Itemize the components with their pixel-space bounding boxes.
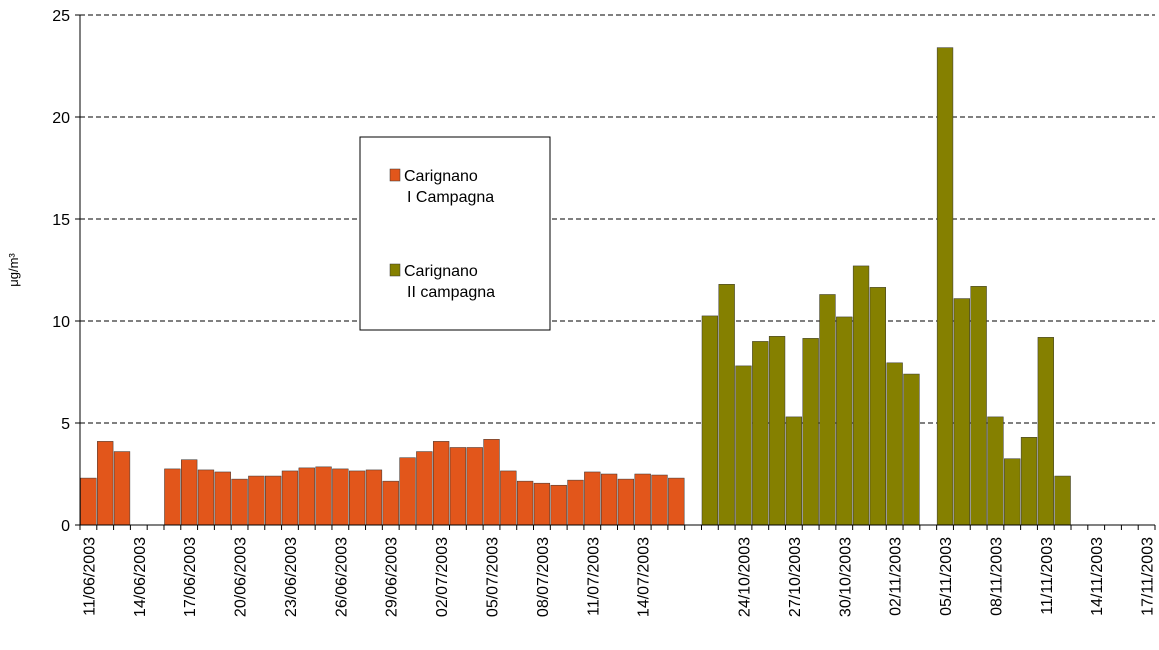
bar [869, 287, 886, 526]
x-tick-label: 29/06/2003 [384, 537, 401, 617]
x-tick-label: 05/07/2003 [485, 537, 502, 617]
bar [113, 451, 131, 526]
bar [365, 469, 383, 526]
bar [1020, 437, 1038, 526]
bar [181, 459, 198, 526]
y-axis-label: μg/m³ [6, 253, 21, 287]
bar [953, 298, 970, 526]
bar [852, 265, 870, 526]
y-tick-label: 25 [52, 8, 70, 25]
bar [399, 457, 416, 526]
bar [231, 478, 248, 526]
bar [80, 477, 97, 526]
bar [752, 341, 769, 526]
bar [617, 478, 635, 526]
legend-label: Carignano I Campagna [404, 168, 494, 206]
x-tick-label: 14/11/2003 [1089, 537, 1106, 616]
x-tick-label: 11/06/2003 [81, 537, 98, 616]
bar [197, 469, 215, 526]
bar [533, 482, 551, 526]
bar [987, 416, 1004, 526]
bar [382, 480, 399, 526]
x-tick-label: 11/11/2003 [1039, 537, 1056, 615]
bar [903, 373, 920, 526]
legend-swatch [389, 168, 401, 182]
bar [449, 447, 467, 526]
x-tick-label: 27/10/2003 [787, 537, 804, 617]
bar [550, 484, 567, 526]
x-tick-label: 24/10/2003 [736, 537, 753, 617]
bar [600, 473, 618, 526]
bar [164, 468, 181, 526]
bar [1037, 337, 1054, 526]
bar [936, 47, 954, 526]
bar [701, 315, 719, 526]
x-tick-label: 02/11/2003 [888, 537, 905, 616]
x-tick-label: 26/06/2003 [333, 537, 350, 617]
bar [516, 480, 534, 526]
bar [735, 365, 752, 526]
bar [1004, 458, 1021, 526]
bar [214, 471, 231, 526]
bar [332, 468, 349, 526]
x-tick-label: 14/07/2003 [636, 537, 653, 617]
x-tick-label: 02/07/2003 [434, 537, 451, 617]
legend-label: Carignano II campagna [404, 263, 495, 301]
bar [836, 316, 853, 526]
y-tick-label: 15 [52, 212, 70, 229]
bar [298, 467, 315, 526]
y-tick-label: 10 [52, 314, 70, 331]
bar [349, 470, 366, 526]
bar [668, 477, 685, 526]
x-tick-label: 05/11/2003 [938, 537, 955, 616]
legend-box [359, 136, 551, 331]
x-tick-label: 14/06/2003 [132, 537, 149, 617]
bar [584, 471, 601, 526]
bar [500, 470, 517, 526]
bar [248, 475, 265, 526]
x-tick-label: 30/10/2003 [837, 537, 854, 617]
x-tick-label: 11/07/2003 [585, 537, 602, 616]
y-tick-label: 0 [61, 518, 70, 535]
legend-swatch [389, 263, 401, 277]
x-tick-label: 23/06/2003 [283, 537, 300, 617]
bar [819, 294, 836, 526]
bar [466, 447, 483, 526]
bar [802, 338, 819, 526]
x-tick-label: 20/06/2003 [233, 537, 250, 617]
bar [970, 286, 987, 526]
bar [768, 336, 786, 526]
bar [416, 451, 433, 526]
bar [718, 284, 735, 526]
x-tick-label: 08/11/2003 [988, 537, 1005, 616]
bar [651, 474, 668, 526]
bar [315, 466, 332, 526]
bar [886, 362, 903, 526]
x-tick-label: 08/07/2003 [535, 537, 552, 617]
bar [432, 441, 450, 526]
bar [97, 441, 114, 526]
bar [483, 439, 500, 526]
y-tick-label: 20 [52, 110, 70, 127]
y-tick-label: 5 [61, 416, 70, 433]
bar [1054, 475, 1071, 526]
bar [567, 479, 584, 526]
bar [634, 473, 651, 526]
x-tick-label: 17/06/2003 [182, 537, 199, 617]
bar [785, 416, 803, 526]
bar [281, 470, 299, 526]
bar [265, 475, 282, 526]
x-tick-label: 17/11/2003 [1140, 537, 1157, 616]
